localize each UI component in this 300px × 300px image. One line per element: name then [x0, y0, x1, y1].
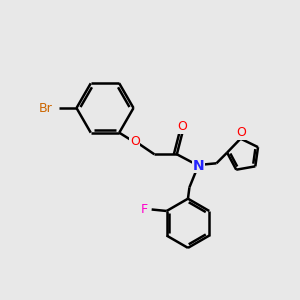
Text: O: O — [177, 120, 187, 133]
Text: O: O — [236, 126, 246, 139]
Text: F: F — [141, 203, 148, 216]
Text: O: O — [130, 135, 140, 148]
Text: Br: Br — [39, 101, 52, 115]
Text: N: N — [193, 159, 204, 173]
